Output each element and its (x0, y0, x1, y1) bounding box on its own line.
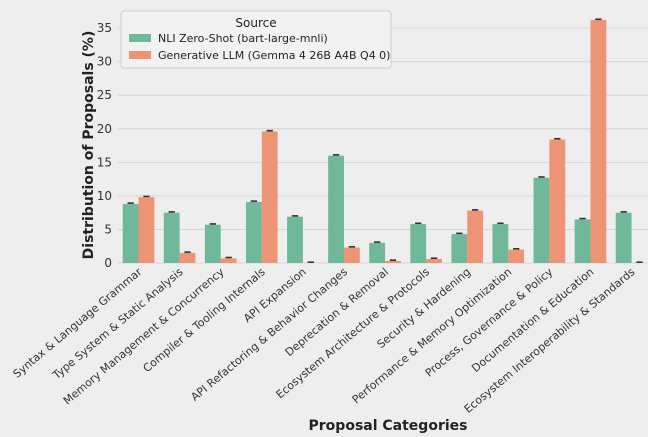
bar-nli (410, 224, 427, 263)
y-tick-label: 30 (97, 55, 112, 69)
bar-nli (122, 203, 139, 263)
bar-llm (261, 131, 278, 263)
bar-nli (328, 155, 344, 263)
bar-nli (245, 201, 262, 263)
bar-nli (574, 219, 591, 263)
y-tick-label: 10 (97, 189, 112, 203)
bar-llm (549, 139, 566, 263)
x-axis-label: Proposal Categories (309, 418, 468, 433)
y-tick-label: 0 (104, 256, 112, 270)
y-tick-label: 15 (97, 155, 112, 169)
y-tick-label: 35 (97, 21, 112, 35)
x-tick-label: Ecosystem Architecture & Protocols (274, 265, 433, 401)
legend-swatch-nli (129, 34, 151, 42)
bar-nli (369, 242, 386, 263)
bar-nli (492, 224, 509, 263)
legend-swatch-llm (129, 51, 151, 59)
bar-nli (163, 212, 180, 263)
bar-nli (451, 234, 468, 263)
bar-llm (590, 20, 607, 263)
legend-label-llm: Generative LLM (Gemma 4 26B A4B Q4 0) (158, 49, 390, 62)
legend-box (120, 10, 392, 69)
y-tick-label: 5 (104, 222, 112, 236)
legend: Source NLI Zero-Shot (bart-large-mnli) G… (120, 10, 392, 69)
y-tick-label: 20 (97, 122, 112, 136)
bar-llm (138, 197, 155, 263)
y-tick-label: 25 (97, 88, 112, 102)
bar-nli (533, 177, 550, 263)
bar-llm (343, 247, 360, 263)
y-axis: 0 5 10 15 20 25 30 35 (97, 21, 112, 270)
bar-nli (204, 224, 221, 263)
bar-llm (385, 260, 401, 263)
y-axis-label: Distribution of Proposals (%) (81, 31, 97, 260)
legend-title: Source (235, 16, 276, 30)
bar-llm (220, 258, 237, 263)
bar-llm (179, 252, 196, 263)
bar-llm (426, 258, 442, 263)
legend-label-nli: NLI Zero-Shot (bart-large-mnli) (158, 32, 328, 45)
bar-nli (615, 212, 632, 263)
bars (122, 18, 643, 264)
bar-llm (467, 210, 484, 263)
bar-llm (508, 249, 525, 263)
bar-nli (287, 216, 303, 263)
